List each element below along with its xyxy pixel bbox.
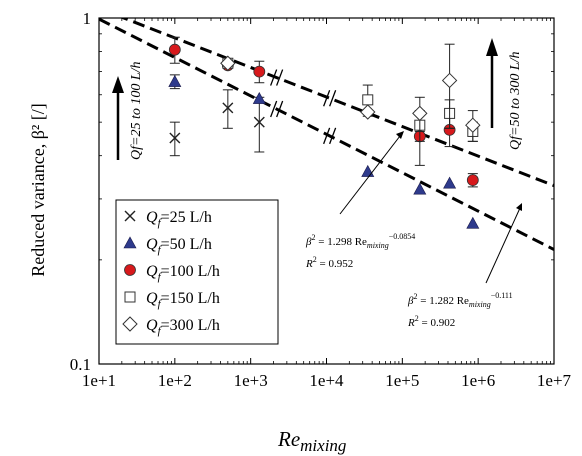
- data-point: [412, 105, 428, 122]
- axis-break-mark: [276, 69, 284, 86]
- left-arrow-head: [112, 76, 124, 93]
- series-2: [168, 74, 480, 229]
- equation-pointers: [339, 131, 522, 284]
- x-tick-label: 1e+4: [309, 371, 344, 390]
- legend-marker-1-b: [124, 210, 136, 222]
- data-point: [443, 176, 457, 189]
- right-arrow-head: [486, 38, 498, 56]
- data-point: [466, 216, 480, 229]
- axis-break-mark: [323, 127, 331, 145]
- eq1-pointer-line: [339, 135, 401, 215]
- data-point: [169, 132, 181, 144]
- data-point: [441, 72, 458, 89]
- legend-marker-5: [122, 316, 138, 332]
- x-axis-title: Remixing: [277, 427, 346, 455]
- axis-break-mark: [270, 100, 278, 118]
- fit-line-2: [99, 18, 554, 251]
- y-tick-label: 0.1: [70, 355, 91, 374]
- data-point: [252, 91, 266, 104]
- legend-marker-4: [124, 291, 136, 303]
- data-point: [360, 104, 376, 120]
- x-tick-label: 1e+3: [234, 371, 268, 390]
- legend-label-1: Qf=25 L/h: [146, 209, 212, 229]
- series-3: [168, 36, 479, 188]
- right-arrow-annotation: Qf=50 to 300 L/h: [486, 38, 523, 150]
- legend-label-4: Qf=150 L/h: [146, 290, 220, 310]
- axis-break-mark: [276, 100, 284, 118]
- data-point-b: [222, 102, 234, 114]
- y-axis-title: Reduced variance, β² [/]: [28, 103, 48, 276]
- legend-marker-1: [124, 210, 136, 222]
- x-tick-label: 1e+7: [537, 371, 572, 390]
- y-tick-label: 1: [83, 9, 92, 28]
- legend: Qf=25 L/h Qf=50 L/h Qf=100 L/h Qf=150 L/h Qf…: [115, 199, 279, 345]
- eq2-pointer-head: [516, 203, 522, 211]
- left-arrow-annotation: Qf=25 to 100 L/h: [112, 61, 144, 160]
- eq1-text: β2 = 1.298 Remixing−0.0854: [305, 232, 415, 250]
- legend-marker-3: [124, 264, 136, 276]
- axis-break-mark: [270, 69, 278, 86]
- legend-label-3: Qf=100 L/h: [146, 263, 220, 283]
- eq2-text: β2 = 1.282 Remixing−0.111: [407, 291, 513, 309]
- data-point-b: [253, 116, 265, 128]
- data-point: [220, 55, 236, 71]
- eq1-pointer-head: [396, 131, 404, 139]
- equation-2: β2 = 1.282 Remixing−0.111 R2 = 0.902: [407, 291, 513, 329]
- axis-break-mark: [323, 89, 331, 107]
- legend-label-2: Qf=50 L/h: [146, 236, 212, 256]
- data-point: [465, 117, 481, 133]
- legend-box: [115, 199, 279, 345]
- left-arrow-text: Qf=25 to 100 L/h: [129, 61, 144, 160]
- data-point: [222, 102, 234, 114]
- x-tick-label: 1e+2: [158, 371, 192, 390]
- fit-lines: [99, 18, 554, 251]
- eq2-pointer-line: [485, 207, 521, 284]
- eq2-r2: R2 = 0.902: [407, 314, 455, 329]
- data-point: [361, 164, 375, 177]
- fit-line-1: [119, 18, 554, 188]
- data-point: [362, 94, 374, 106]
- data-point: [253, 65, 266, 78]
- axis-break-mark: [329, 127, 337, 145]
- legend-label-5: Qf=300 L/h: [146, 317, 220, 337]
- data-point: [168, 43, 181, 56]
- data-point: [253, 116, 265, 128]
- series-5: [220, 43, 481, 142]
- x-tick-label: 1e+6: [461, 371, 495, 390]
- legend-marker-2: [123, 236, 137, 249]
- axis-break-mark: [329, 89, 337, 107]
- data-point: [413, 182, 427, 195]
- right-arrow-text: Qf=50 to 300 L/h: [508, 51, 523, 150]
- data-point-b: [169, 132, 181, 144]
- data-points: [168, 36, 481, 229]
- data-point: [466, 174, 479, 187]
- equation-1: β2 = 1.298 Remixing−0.0854 R2 = 0.952: [305, 232, 415, 270]
- data-point: [168, 74, 182, 87]
- axis-breaks: [270, 69, 337, 145]
- eq1-r2: R2 = 0.952: [305, 255, 353, 270]
- x-tick-label: 1e+1: [82, 371, 116, 390]
- x-tick-label: 1e+5: [385, 371, 419, 390]
- series-1: [169, 89, 265, 157]
